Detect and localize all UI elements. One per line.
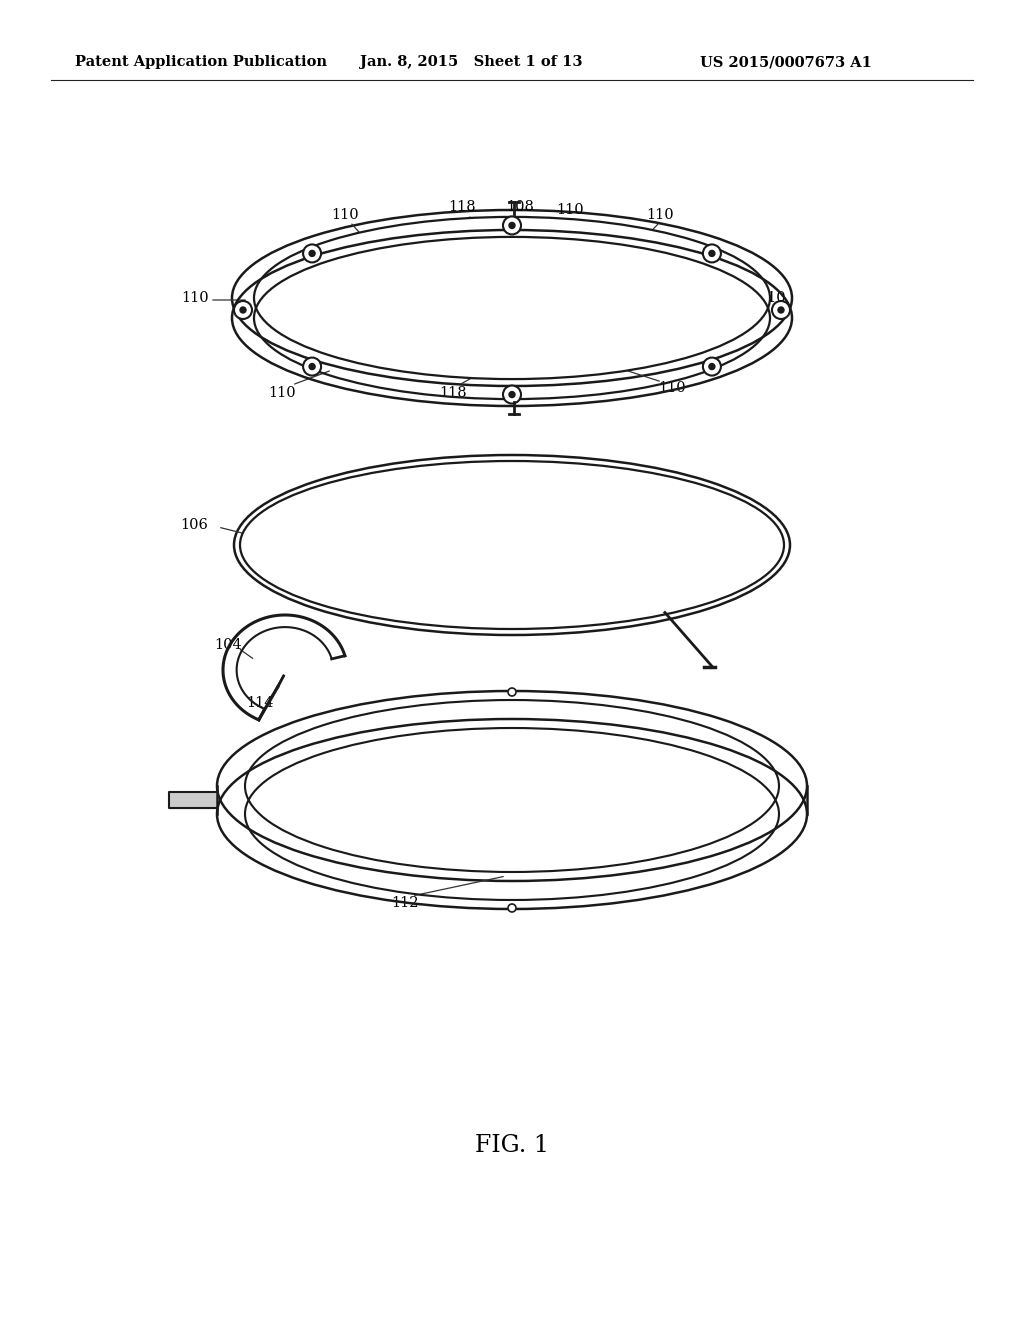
Circle shape — [709, 251, 715, 256]
Circle shape — [702, 358, 721, 376]
Ellipse shape — [234, 455, 790, 635]
Circle shape — [309, 363, 315, 370]
Circle shape — [778, 308, 784, 313]
Circle shape — [508, 688, 516, 696]
Circle shape — [503, 385, 521, 404]
Circle shape — [509, 392, 515, 397]
Text: 118: 118 — [439, 385, 467, 400]
Circle shape — [503, 216, 521, 235]
Circle shape — [240, 308, 246, 313]
Ellipse shape — [217, 690, 807, 880]
Text: 112: 112 — [391, 896, 419, 909]
Text: 110: 110 — [658, 381, 686, 395]
Text: 110: 110 — [268, 385, 296, 400]
Ellipse shape — [240, 461, 784, 630]
Text: FIG. 1: FIG. 1 — [475, 1134, 549, 1156]
Text: US 2015/0007673 A1: US 2015/0007673 A1 — [700, 55, 871, 69]
Text: Patent Application Publication: Patent Application Publication — [75, 55, 327, 69]
Ellipse shape — [232, 210, 792, 385]
Circle shape — [234, 301, 252, 319]
Circle shape — [303, 244, 322, 263]
Text: 108: 108 — [506, 201, 534, 214]
Circle shape — [772, 301, 790, 319]
Text: 116: 116 — [444, 601, 472, 614]
Text: 110: 110 — [556, 203, 584, 216]
Circle shape — [709, 363, 715, 370]
Circle shape — [702, 244, 721, 263]
Text: 118: 118 — [449, 201, 476, 214]
Polygon shape — [169, 792, 217, 808]
Text: 106: 106 — [180, 517, 208, 532]
Text: 110: 110 — [331, 209, 358, 222]
Circle shape — [509, 223, 515, 228]
Ellipse shape — [254, 216, 770, 379]
Circle shape — [508, 904, 516, 912]
Circle shape — [303, 358, 322, 376]
Text: 112: 112 — [473, 729, 501, 742]
Text: 102: 102 — [304, 791, 332, 805]
Text: Jan. 8, 2015   Sheet 1 of 13: Jan. 8, 2015 Sheet 1 of 13 — [360, 55, 583, 69]
Text: 114: 114 — [246, 696, 273, 710]
Text: 110: 110 — [758, 290, 785, 305]
Circle shape — [309, 251, 315, 256]
Ellipse shape — [245, 700, 779, 873]
Text: 104: 104 — [214, 638, 242, 652]
Text: 110: 110 — [646, 209, 674, 222]
Text: 110: 110 — [181, 290, 209, 305]
